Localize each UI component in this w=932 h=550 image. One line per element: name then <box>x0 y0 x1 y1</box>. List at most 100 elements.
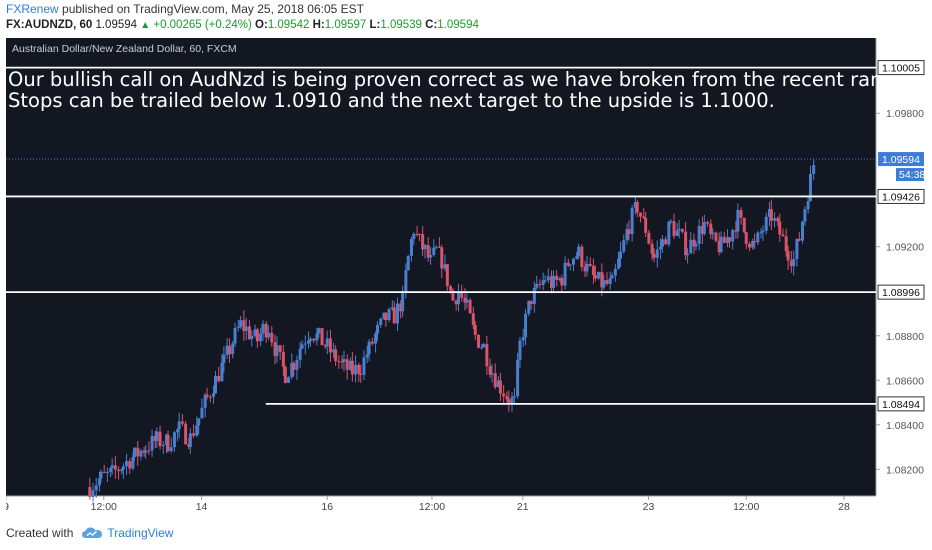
candle <box>236 326 240 329</box>
candle <box>384 312 388 321</box>
candle <box>797 238 801 241</box>
candle <box>233 328 237 344</box>
candle <box>731 230 735 242</box>
y-tick-label: 1.09800 <box>886 108 924 120</box>
candle <box>647 232 651 244</box>
candle <box>476 334 480 348</box>
candle <box>197 418 201 426</box>
x-tick-label: 12:00 <box>733 501 759 513</box>
candle <box>577 246 581 257</box>
candle <box>244 326 248 331</box>
candle <box>808 173 812 202</box>
price-chart[interactable]: Australian Dollar/New Zealand Dollar, 60… <box>6 38 926 514</box>
y-tick-label: 1.08800 <box>886 331 924 343</box>
symbol-label: FX:AUDNZD, 60 <box>6 19 93 31</box>
candle <box>113 465 117 470</box>
candle <box>97 478 101 486</box>
candle <box>401 291 405 312</box>
candle <box>672 221 676 236</box>
candle <box>180 421 184 424</box>
x-tick-label: 12:00 <box>91 501 117 513</box>
candle <box>429 254 433 258</box>
candle <box>680 229 684 232</box>
candle <box>529 300 533 305</box>
candle <box>443 264 447 269</box>
candle <box>421 234 425 250</box>
candle <box>512 396 516 398</box>
candle <box>742 217 746 233</box>
candle <box>334 349 338 362</box>
candle <box>465 299 469 303</box>
candle <box>600 271 604 288</box>
candle <box>541 280 545 285</box>
tradingview-link[interactable]: TradingView <box>107 526 174 540</box>
candle <box>317 328 321 334</box>
candle <box>261 323 265 334</box>
candle <box>136 447 140 457</box>
candle <box>498 380 502 394</box>
candle <box>110 465 114 469</box>
created-with-text: Created with <box>6 526 74 540</box>
candle <box>719 236 723 253</box>
tradingview-cloud-icon <box>82 527 103 538</box>
author-link[interactable]: FXRenew <box>6 2 59 16</box>
publish-info: FXRenew published on TradingView.com, Ma… <box>6 2 364 16</box>
candle <box>550 276 554 288</box>
candle <box>345 359 349 370</box>
level-label-box <box>877 396 925 412</box>
candle <box>323 345 327 347</box>
candle <box>527 300 531 314</box>
x-tick-label: 16 <box>321 501 333 513</box>
candle <box>176 429 180 433</box>
candle <box>312 338 316 341</box>
candle <box>677 229 681 231</box>
candle <box>619 251 623 259</box>
candle <box>177 421 181 430</box>
candle <box>803 209 807 222</box>
candle <box>264 323 268 338</box>
candle <box>376 324 380 334</box>
candle <box>650 243 654 254</box>
x-tick-label: 28 <box>838 501 850 513</box>
candle <box>212 393 216 397</box>
candle <box>161 445 165 447</box>
candle <box>415 233 419 235</box>
chart-container[interactable]: Australian Dollar/New Zealand Dollar, 60… <box>6 38 926 514</box>
open-label: O: <box>255 19 268 31</box>
footer: Created with TradingView <box>6 526 173 540</box>
candle <box>454 300 458 305</box>
candle <box>759 232 763 234</box>
candle <box>689 239 693 254</box>
candle <box>153 435 157 441</box>
candle <box>726 237 730 243</box>
candle <box>105 471 109 473</box>
candle <box>608 278 612 284</box>
candle <box>307 340 311 344</box>
x-tick-label: 14 <box>196 501 208 513</box>
candle <box>781 234 785 237</box>
candle <box>417 234 421 236</box>
candle <box>535 283 539 288</box>
candle <box>169 447 173 452</box>
candle <box>255 329 259 342</box>
candle <box>613 268 617 276</box>
candle <box>214 375 217 394</box>
candle <box>144 450 148 453</box>
candle <box>591 265 595 276</box>
level-label: 1.08996 <box>882 287 920 299</box>
candle <box>267 332 271 338</box>
candle <box>580 246 584 267</box>
candle <box>188 433 192 447</box>
candle <box>270 332 274 343</box>
candle <box>387 309 391 321</box>
candle <box>667 221 671 245</box>
candle <box>480 347 484 349</box>
close-label: C: <box>425 19 438 31</box>
candle <box>348 360 352 370</box>
candle <box>365 354 369 358</box>
candle <box>247 326 251 339</box>
candle <box>132 447 136 457</box>
candle <box>340 361 344 363</box>
candle <box>195 425 199 436</box>
candle <box>652 253 656 258</box>
